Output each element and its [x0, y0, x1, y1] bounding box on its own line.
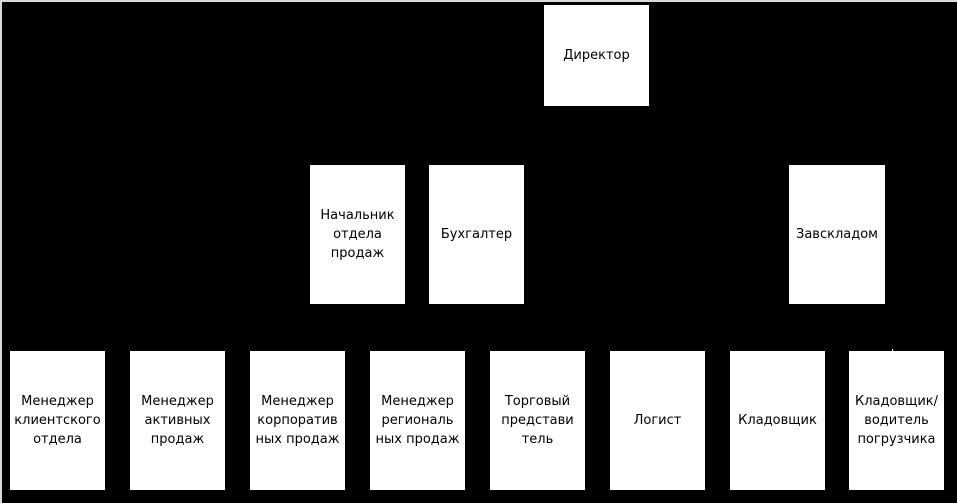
- node-label: Менеджер региональ ных продаж: [375, 394, 460, 447]
- node-regional-sales-manager: Менеджер региональ ных продаж: [370, 351, 465, 490]
- connector-tick: [892, 349, 893, 353]
- node-label: Кладовщик/ водитель погрузчика: [854, 394, 939, 447]
- node-accountant: Бухгалтер: [429, 165, 524, 304]
- node-sales-rep: Торговый представи тель: [490, 351, 585, 490]
- node-label: Бухгалтер: [440, 227, 513, 242]
- node-label: Менеджер активных продаж: [141, 394, 214, 447]
- node-logistician: Логист: [610, 351, 705, 490]
- node-label: Кладовщик: [738, 413, 817, 428]
- node-active-sales-manager: Менеджер активных продаж: [130, 351, 225, 490]
- node-director: Директор: [544, 5, 649, 106]
- node-label: Менеджер клиентского отдела: [14, 394, 101, 447]
- node-label: Логист: [633, 413, 682, 428]
- node-corporate-sales-manager: Менеджер корпоратив ных продаж: [250, 351, 345, 490]
- node-storekeeper: Кладовщик: [730, 351, 825, 490]
- node-label: Начальник отдела продаж: [320, 208, 395, 261]
- node-label: Завскладом: [796, 227, 878, 242]
- node-label: Директор: [563, 48, 630, 63]
- node-client-manager: Менеджер клиентского отдела: [10, 351, 105, 490]
- node-forklift-driver: Кладовщик/ водитель погрузчика: [849, 351, 944, 490]
- node-sales-head: Начальник отдела продаж: [310, 165, 405, 304]
- node-warehouse-head: Завскладом: [789, 165, 885, 304]
- node-label: Торговый представи тель: [501, 394, 574, 447]
- node-label: Менеджер корпоратив ных продаж: [255, 394, 340, 447]
